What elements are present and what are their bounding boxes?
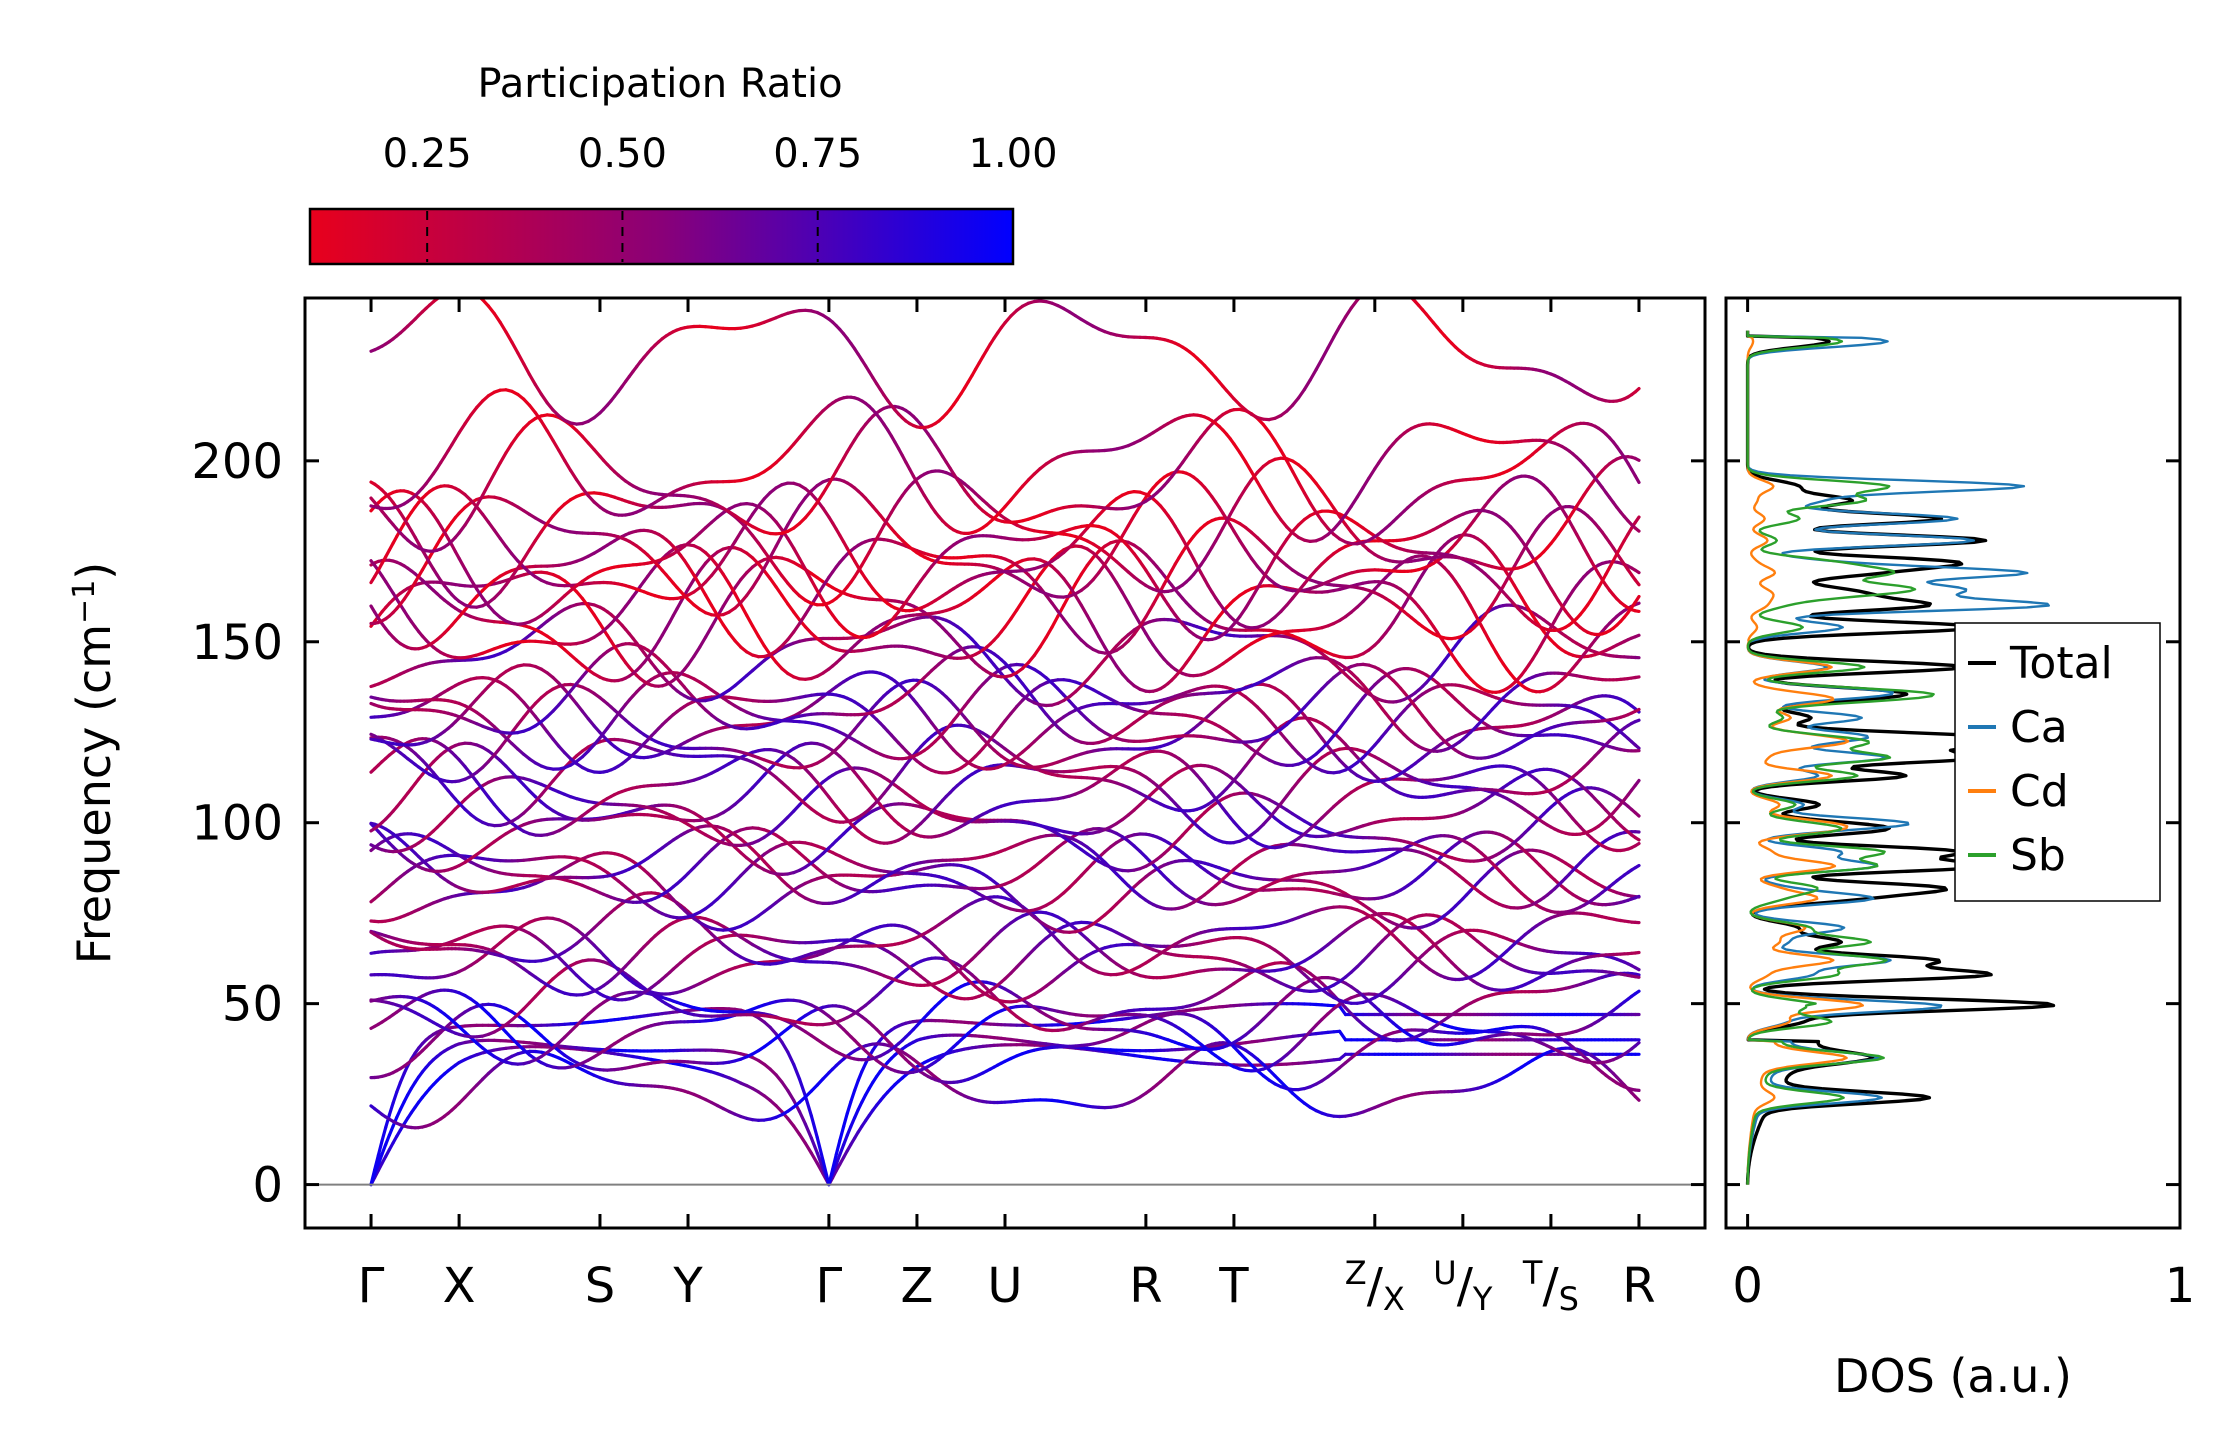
colorbar-tick-label: 0.75 [773, 131, 862, 177]
band-line-segment [809, 1113, 819, 1139]
band-line-segment [845, 1124, 853, 1138]
band-line-segment [809, 1136, 819, 1155]
band-line-segment [792, 1124, 802, 1136]
band-line-segment [830, 1153, 838, 1172]
band-line-segment [380, 1125, 388, 1143]
band-line-segment [1337, 1029, 1348, 1042]
band-line-segment [803, 1094, 813, 1118]
colorbar-tick-label: 1.00 [968, 131, 1057, 177]
colorbar-gradient [308, 207, 1015, 266]
band-line-segment [797, 1109, 808, 1126]
band-line-segment [380, 1142, 388, 1156]
colorbar-tick-label: 0.50 [578, 131, 667, 177]
colorbar: Participation Ratio 0.25 0.50 0.75 1.00 [308, 61, 1058, 266]
band-line-segment [838, 1124, 846, 1142]
band-line-segment [849, 1088, 857, 1104]
band-line-segment [797, 1132, 808, 1145]
band-line-segment [786, 1088, 796, 1102]
band-line-segment [1633, 1041, 1641, 1048]
band-line-segment [841, 1111, 849, 1129]
colorbar-tick-label: 0.25 [383, 131, 472, 177]
band-line-segment [834, 1138, 842, 1157]
band-lines [369, 298, 1641, 1187]
band-line-segment [838, 1143, 846, 1157]
band-line-segment [797, 1077, 808, 1098]
band-line-segment [780, 1080, 790, 1093]
colorbar-ticks: 0.25 0.50 0.75 1.00 [383, 131, 1058, 262]
band-line-segment [1633, 965, 1641, 972]
band-line-segment [809, 1151, 819, 1165]
colorbar-title: Participation Ratio [477, 61, 842, 107]
band-line-segment [395, 1080, 402, 1094]
band-line-segment [1337, 1004, 1348, 1017]
band-line-segment [841, 1133, 849, 1147]
band-line-segment [786, 1050, 796, 1067]
band-line-segment [815, 1161, 825, 1176]
band-line-segment [845, 1099, 853, 1116]
band-line-segment [780, 1040, 790, 1054]
band-line-segment [384, 1113, 391, 1130]
band-line-segment [1633, 950, 1641, 955]
band-line-segment [391, 1090, 399, 1105]
band-line-segment [1633, 811, 1641, 818]
band-line-segment [1633, 894, 1641, 900]
band-line-segment [815, 1135, 825, 1163]
band-line-segment [803, 1122, 813, 1140]
band-line-segment [1633, 972, 1641, 977]
band-line-segment [1633, 1094, 1641, 1102]
band-line-segment [827, 1167, 835, 1187]
band-line-segment [387, 1101, 395, 1117]
band-line-segment [852, 1078, 860, 1093]
band-line-segment [1633, 975, 1641, 979]
band-line-segment [1633, 863, 1641, 870]
band-line-segment [384, 1133, 391, 1147]
band-line-segment [834, 1152, 842, 1167]
band-line-segment [815, 1151, 825, 1171]
band-line-segment [373, 1153, 380, 1172]
band-line-segment [1633, 989, 1641, 996]
band-line-segment [376, 1139, 384, 1157]
band-line-segment [803, 1141, 813, 1155]
band-line-segment [387, 1124, 395, 1137]
band-line-segment [369, 1168, 377, 1187]
band-line-segment [856, 1069, 864, 1083]
band-line-segment [376, 1152, 384, 1166]
band-line-segment [792, 1062, 802, 1081]
band-line-segment [821, 1158, 831, 1187]
